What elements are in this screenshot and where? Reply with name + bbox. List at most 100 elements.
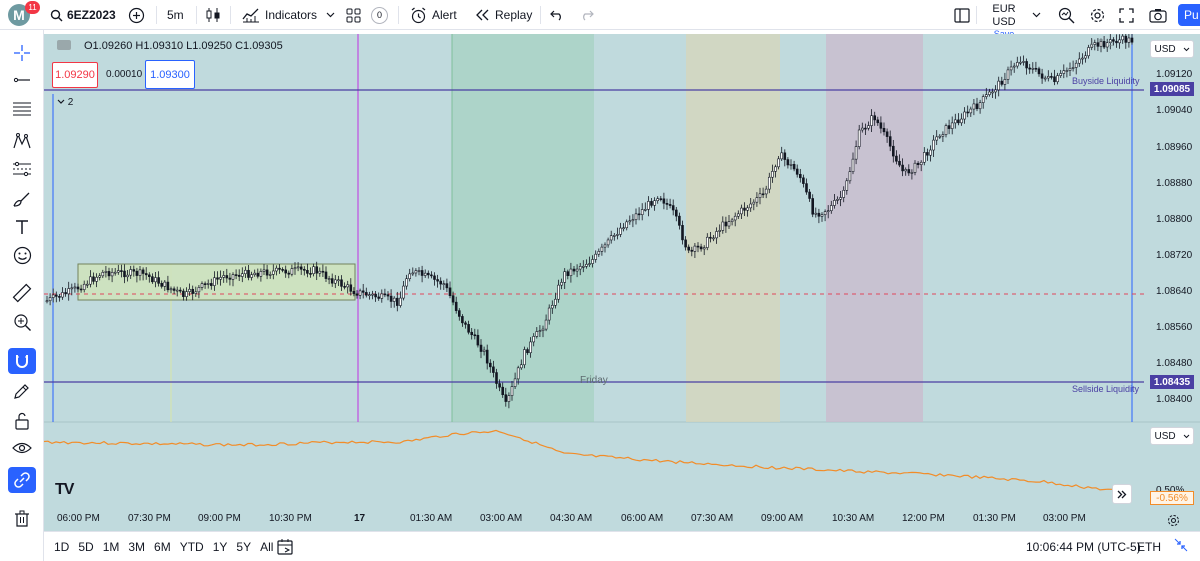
symbol-search-button[interactable]: 6EZ2023 — [50, 0, 116, 30]
alert-button[interactable]: Alert — [410, 0, 457, 30]
avatar: M — [8, 4, 30, 26]
stay-in-drawing-button[interactable] — [8, 378, 36, 404]
chart-type-button[interactable] — [205, 0, 221, 30]
magnet-mode-button[interactable] — [8, 348, 36, 374]
candle-body — [724, 221, 728, 227]
sync-drawings-button[interactable] — [8, 467, 36, 493]
fullscreen-button[interactable] — [1119, 0, 1134, 30]
replay-button[interactable]: Replay — [475, 0, 532, 30]
candle-body — [526, 349, 529, 354]
candle-body — [867, 125, 870, 129]
lock-drawings-button[interactable] — [8, 408, 36, 434]
time-axis[interactable]: 06:00 PM 07:30 PM 09:00 PM 10:30 PM 17 01:30 … — [44, 509, 1146, 531]
candle-body — [634, 213, 638, 220]
range-button-1d[interactable]: 1D — [54, 540, 70, 554]
user-menu-button[interactable]: M 11 — [8, 0, 40, 30]
candle-body — [1012, 65, 1016, 68]
candlestick-icon — [206, 8, 220, 22]
undo-button[interactable] — [550, 0, 564, 30]
sell-price-button[interactable]: 1.09290 — [52, 62, 98, 88]
fib-tool[interactable] — [8, 96, 36, 122]
candle-body — [643, 209, 647, 211]
indicators-dropdown[interactable] — [326, 0, 335, 30]
range-button-6m[interactable]: 6M — [154, 540, 171, 554]
remove-drawings-button[interactable] — [8, 506, 36, 532]
quick-search-button[interactable] — [1058, 0, 1075, 30]
range-button-3m[interactable]: 3M — [128, 540, 146, 554]
candle-body — [445, 283, 449, 289]
crosshair-tool[interactable] — [8, 40, 36, 66]
axis-settings-button[interactable] — [1164, 511, 1182, 529]
candle-body — [898, 160, 901, 166]
buyside-liquidity-label[interactable]: Buyside Liquidity — [1072, 76, 1140, 86]
price-tick-label: 1.08880 — [1156, 178, 1193, 189]
candle-body — [120, 270, 123, 272]
trend-line-tool[interactable] — [8, 67, 36, 93]
redo-button[interactable] — [580, 0, 594, 30]
tradingview-logo: TV — [55, 481, 74, 498]
scale-controls[interactable]: ⤓ ▯ ◻ — [1090, 38, 1114, 49]
price-axis[interactable]: USD 1.09120 1.09040 1.08960 1.08880 1.08800 1… — [1146, 36, 1198, 421]
range-button-1y[interactable]: 1Y — [212, 540, 228, 554]
buy-price-button[interactable]: 1.09300 — [145, 60, 195, 89]
indicators-button[interactable]: Indicators — [242, 0, 317, 30]
zoom-in-tool[interactable] — [8, 309, 36, 335]
layout-name-button[interactable]: EUR USD Save — [982, 3, 1026, 39]
plus-circle-icon — [128, 7, 145, 23]
range-button-5d[interactable]: 5D — [78, 540, 94, 554]
zoom-in-icon — [13, 313, 31, 331]
candle-body — [836, 199, 839, 201]
hide-drawings-button[interactable] — [8, 435, 36, 461]
range-button-5y[interactable]: 5Y — [236, 540, 252, 554]
price-chart[interactable] — [44, 34, 1200, 531]
maximize-panel-button[interactable] — [1174, 538, 1192, 556]
session-button[interactable]: ETH — [1137, 540, 1161, 554]
candle-body — [417, 270, 421, 272]
date-range-buttons: 1D 5D 1M 3M 6M YTD 1Y 5Y All — [54, 532, 282, 561]
layout-toggle-button[interactable] — [954, 0, 970, 30]
compare-symbol-button[interactable] — [128, 0, 145, 30]
pattern-tool[interactable] — [8, 128, 36, 154]
indicators-collapse-toggle[interactable]: 2 — [57, 97, 73, 108]
candle-body — [1130, 37, 1134, 43]
range-button-all[interactable]: All — [260, 540, 274, 554]
snapshot-button[interactable] — [1149, 0, 1167, 30]
candle-body — [550, 305, 554, 309]
indicator-axis[interactable]: USD 0.50% -0.56% — [1146, 423, 1198, 509]
candle-body — [293, 267, 297, 270]
indicator-value-tick: 0.50% — [1156, 485, 1184, 496]
publish-button[interactable]: Pu — [1178, 4, 1200, 26]
layout-menu-dropdown[interactable] — [1032, 0, 1041, 30]
chart-container[interactable]: O1.09260 H1.09310 L1.09250 C1.09305 1.09… — [44, 34, 1200, 531]
measure-tool[interactable] — [8, 280, 36, 306]
interval-button[interactable]: 5m — [167, 8, 184, 22]
candle-body — [364, 292, 368, 296]
range-button-1m[interactable]: 1M — [102, 540, 120, 554]
candle-body — [709, 236, 712, 239]
link-icon — [14, 472, 30, 488]
legend-collapse-button[interactable] — [57, 40, 71, 50]
candle-body — [566, 271, 570, 276]
candle-body — [718, 230, 722, 232]
candle-body — [963, 111, 966, 120]
emoji-tool[interactable] — [8, 242, 36, 268]
candles-group — [45, 34, 1134, 409]
candle-body — [532, 336, 536, 343]
candle-body — [727, 221, 731, 227]
candle-body — [907, 169, 911, 174]
range-button-ytd[interactable]: YTD — [179, 540, 204, 554]
go-to-date-button[interactable] — [277, 538, 297, 556]
candle-body — [448, 287, 452, 296]
settings-button[interactable] — [1089, 0, 1106, 30]
currency-selector[interactable]: USD — [1150, 40, 1194, 58]
symbol-label: 6EZ2023 — [67, 8, 116, 22]
layouts-button[interactable] — [346, 0, 361, 30]
indicator-currency-selector[interactable]: USD — [1150, 427, 1194, 445]
text-tool[interactable] — [8, 214, 36, 240]
clock-display[interactable]: 10:06:44 PM (UTC-5) — [1026, 540, 1141, 554]
forecast-tool[interactable] — [8, 156, 36, 182]
scroll-to-realtime-button[interactable] — [1112, 484, 1132, 504]
chevron-down-icon — [326, 12, 335, 18]
brush-tool[interactable] — [8, 186, 36, 212]
sellside-liquidity-label[interactable]: Sellside Liquidity — [1072, 384, 1140, 394]
